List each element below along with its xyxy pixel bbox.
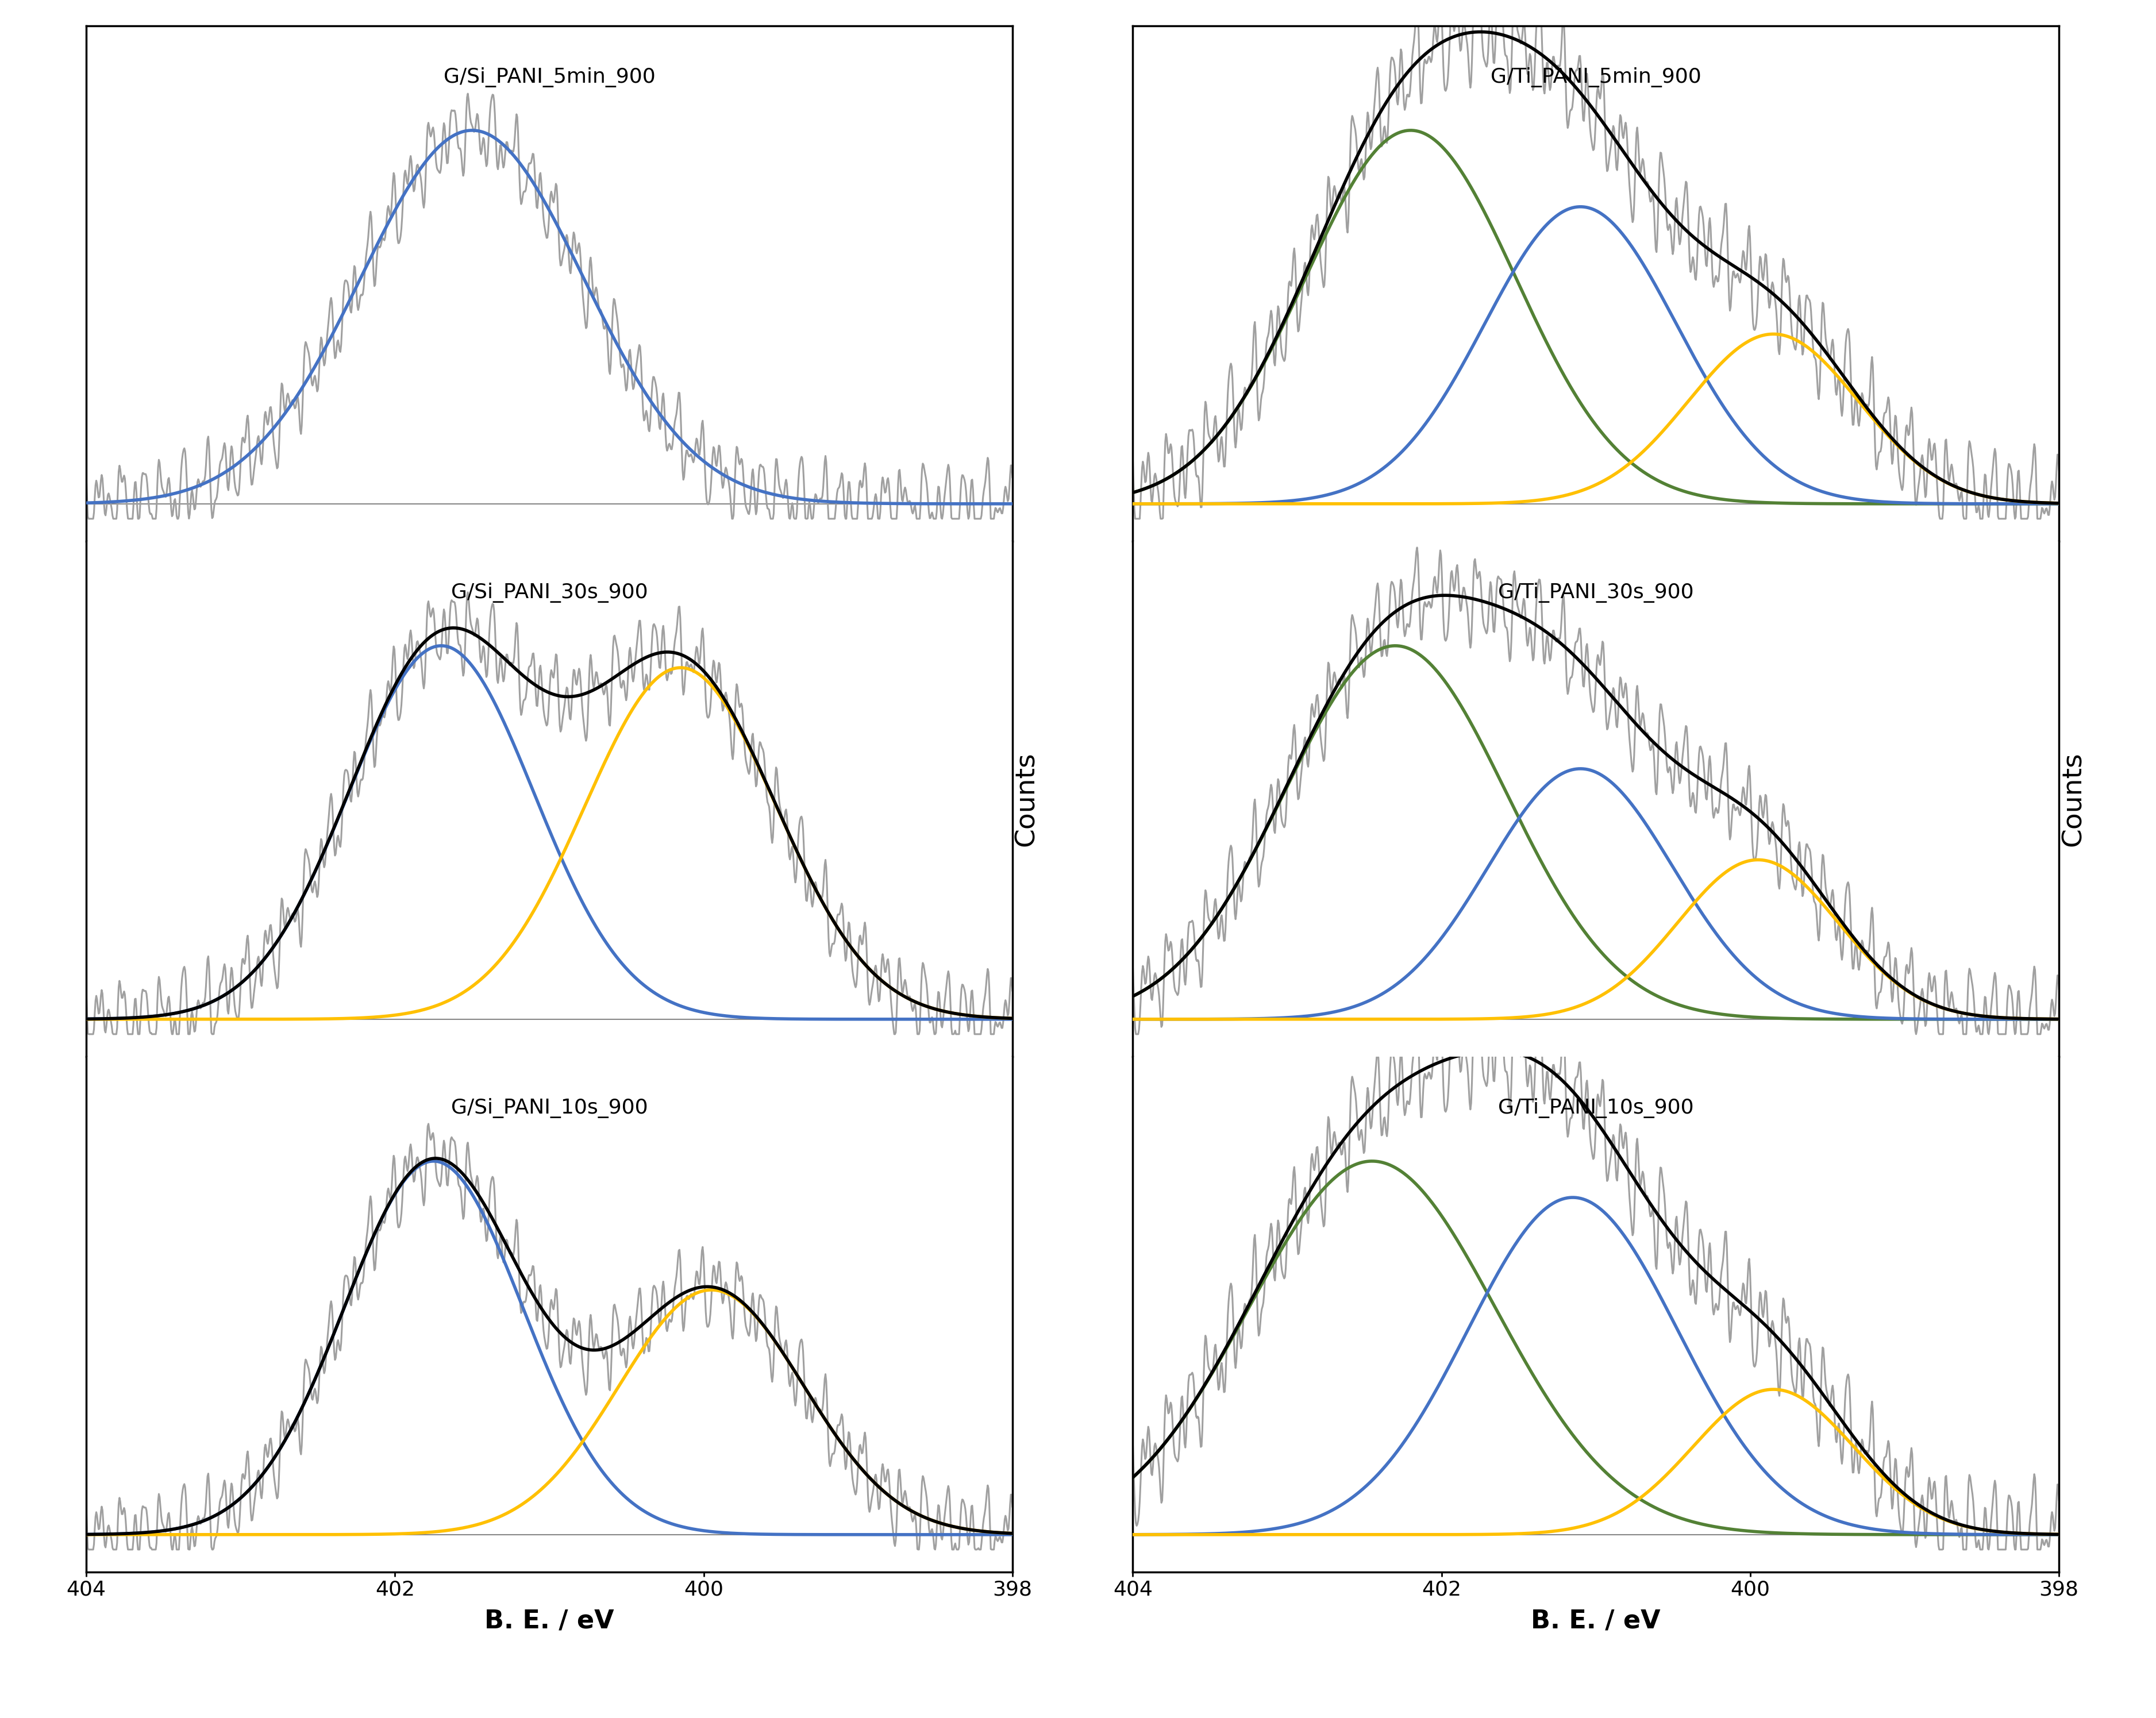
X-axis label: B. E. / eV: B. E. / eV <box>485 1608 614 1634</box>
X-axis label: B. E. / eV: B. E. / eV <box>1531 1608 1660 1634</box>
Text: G/Si_PANI_5min_900: G/Si_PANI_5min_900 <box>444 67 655 88</box>
Text: G/Si_PANI_30s_900: G/Si_PANI_30s_900 <box>451 582 647 603</box>
Y-axis label: Counts: Counts <box>2061 751 2087 847</box>
Text: G/Ti_PANI_5min_900: G/Ti_PANI_5min_900 <box>1490 67 1701 88</box>
Text: G/Ti_PANI_30s_900: G/Ti_PANI_30s_900 <box>1498 582 1695 603</box>
Y-axis label: Counts: Counts <box>1013 751 1039 847</box>
Text: G/Ti_PANI_10s_900: G/Ti_PANI_10s_900 <box>1498 1098 1695 1118</box>
Text: G/Si_PANI_10s_900: G/Si_PANI_10s_900 <box>451 1098 647 1118</box>
